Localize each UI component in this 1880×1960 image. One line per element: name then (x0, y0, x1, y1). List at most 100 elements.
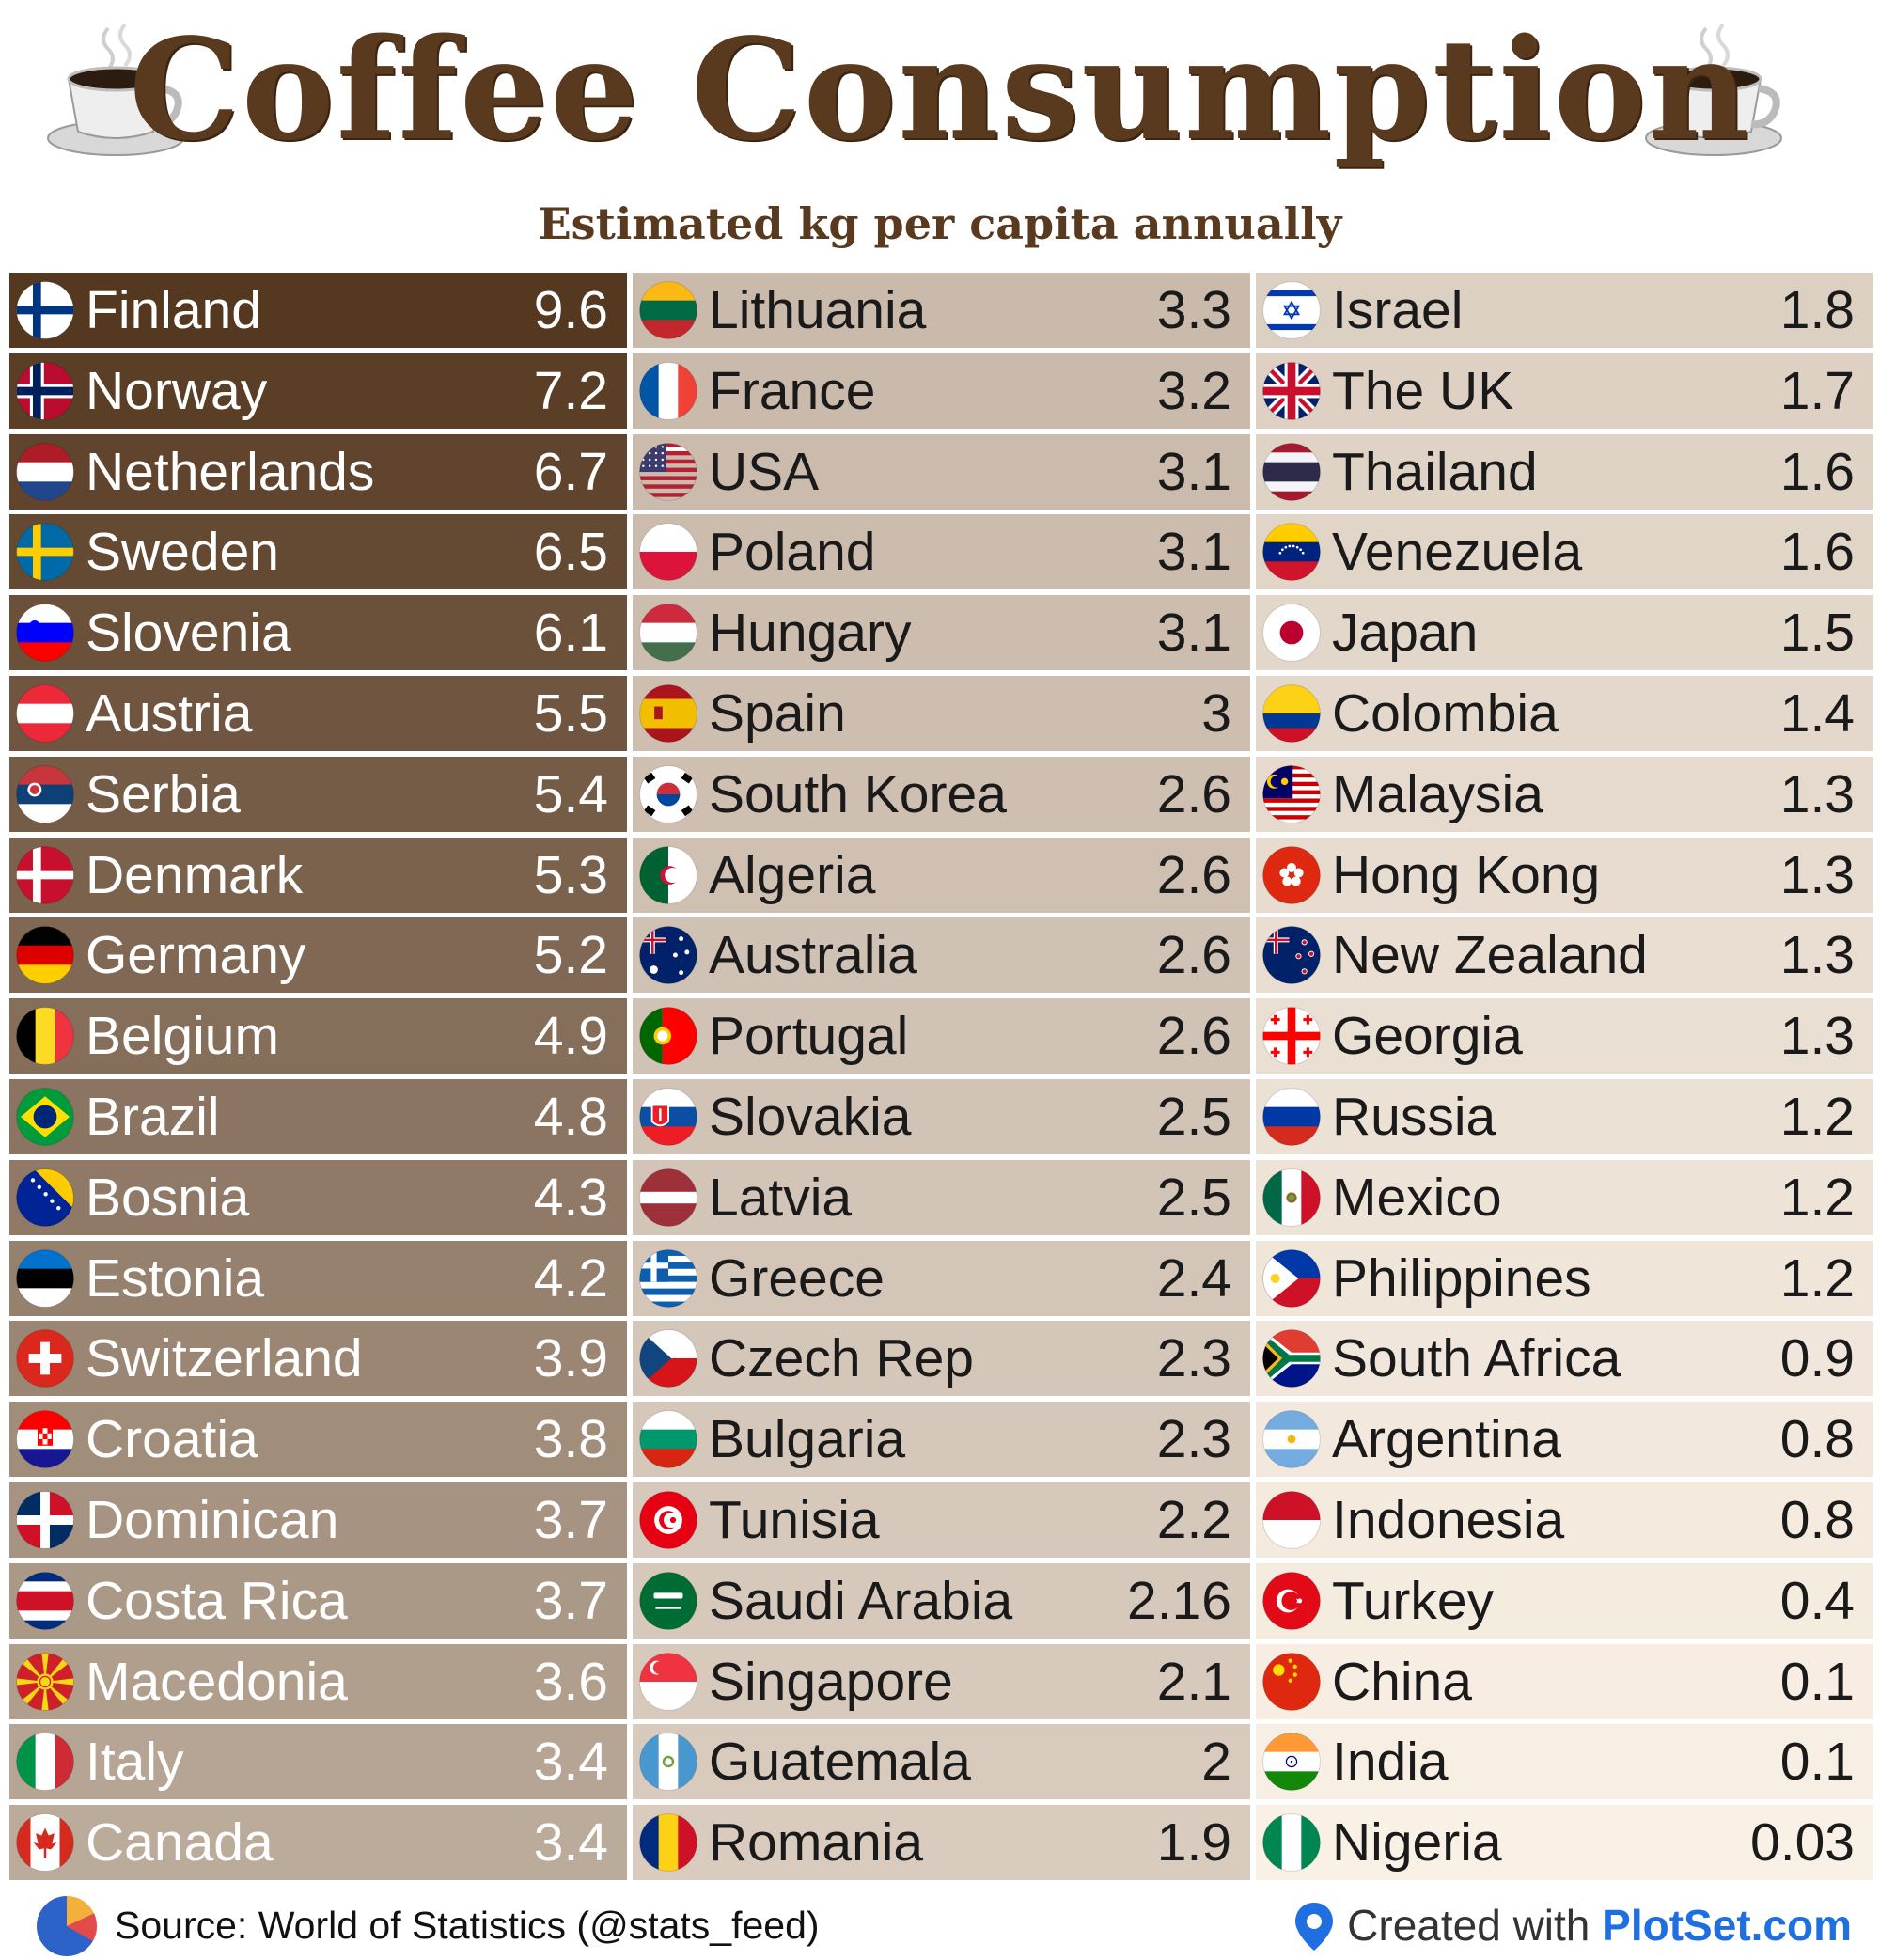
country-name: Georgia (1332, 1006, 1523, 1067)
country-name: USA (709, 441, 820, 502)
country-name: Netherlands (86, 441, 375, 502)
footer: Source: World of Statistics (@stats_feed… (0, 1889, 1880, 1958)
consumption-value: 2.1 (1156, 1651, 1231, 1712)
table-row: Latvia 2.5 (633, 1159, 1250, 1235)
country-name: China (1332, 1651, 1472, 1712)
india-flag-icon (1262, 1733, 1321, 1792)
australia-flag-icon (639, 926, 697, 985)
table-row: Israel 1.8 (1256, 273, 1873, 348)
table-row: Guatemala 2 (633, 1724, 1250, 1800)
consumption-value: 3.1 (1156, 522, 1231, 583)
country-name: Guatemala (709, 1732, 971, 1793)
country-name: Canada (86, 1812, 274, 1874)
consumption-value: 0.1 (1779, 1651, 1855, 1712)
table-row: South Africa 0.9 (1256, 1321, 1873, 1397)
country-name: Indonesia (1332, 1490, 1565, 1550)
consumption-value: 3.7 (533, 1490, 608, 1550)
credit-text[interactable]: Created with PlotSet.com (1347, 1897, 1852, 1953)
country-name: Croatia (86, 1409, 258, 1470)
table-row: Sweden 6.5 (9, 514, 627, 590)
table-row: Georgia 1.3 (1256, 998, 1873, 1074)
consumption-value: 6.5 (533, 522, 608, 583)
philippines-flag-icon (1262, 1248, 1321, 1308)
table-row: Malaysia 1.3 (1256, 756, 1873, 832)
table-row: Bulgaria 2.3 (633, 1402, 1250, 1478)
consumption-value: 1.3 (1779, 925, 1855, 986)
serbia-flag-icon (16, 764, 74, 823)
coffee-cup-icon (47, 23, 184, 156)
germany-flag-icon (16, 926, 74, 985)
country-name: Sweden (86, 522, 279, 583)
country-name: Colombia (1332, 683, 1559, 744)
country-name: Belgium (86, 1006, 279, 1067)
table-row: Argentina 0.8 (1256, 1402, 1873, 1478)
israel-flag-icon (1262, 281, 1321, 339)
indonesia-flag-icon (1262, 1491, 1321, 1549)
country-name: South Korea (709, 763, 1007, 824)
country-name: France (709, 360, 876, 421)
table-row: Poland 3.1 (633, 514, 1250, 590)
consumption-value: 0.03 (1750, 1812, 1855, 1874)
consumption-value: 0.1 (1779, 1732, 1855, 1793)
consumption-value: 4.3 (533, 1167, 608, 1228)
table-row: Singapore 2.1 (633, 1643, 1250, 1719)
country-name: India (1332, 1732, 1449, 1793)
plotset-link[interactable]: PlotSet.com (1602, 1901, 1852, 1950)
location-pin-icon (1295, 1903, 1333, 1951)
chart-title: Coffee Consumption (129, 8, 1751, 171)
singapore-flag-icon (639, 1652, 697, 1711)
ranking-table: Finland 9.6 Norway 7.2 Netherlands 6.7 Sweden 6… (9, 273, 1873, 1887)
consumption-value: 0.4 (1779, 1570, 1855, 1631)
consumption-value: 3 (1201, 683, 1231, 744)
table-row: Denmark 5.3 (9, 837, 627, 913)
colombia-flag-icon (1262, 684, 1321, 743)
country-name: Malaysia (1332, 763, 1543, 824)
estonia-flag-icon (16, 1248, 74, 1308)
consumption-value: 9.6 (533, 280, 608, 340)
consumption-value: 2 (1201, 1732, 1231, 1793)
bosnia-flag-icon (16, 1168, 74, 1227)
table-row: Mexico 1.2 (1256, 1159, 1873, 1235)
country-name: Austria (86, 683, 253, 744)
romania-flag-icon (639, 1813, 697, 1873)
finland-flag-icon (16, 281, 74, 339)
coffee-cup-icon (1645, 23, 1782, 156)
table-row: Venezuela 1.6 (1256, 514, 1873, 590)
consumption-value: 1.6 (1779, 522, 1855, 583)
country-name: Germany (86, 925, 306, 986)
table-row: Netherlands 6.7 (9, 433, 627, 510)
country-name: Brazil (86, 1087, 220, 1147)
country-name: Serbia (86, 763, 241, 824)
austria-flag-icon (16, 684, 74, 743)
consumption-value: 0.9 (1779, 1328, 1855, 1389)
consumption-value: 3.6 (533, 1651, 608, 1712)
country-name: Mexico (1332, 1167, 1502, 1228)
table-row: Austria 5.5 (9, 676, 627, 751)
consumption-value: 2.4 (1156, 1247, 1231, 1309)
usa-flag-icon (639, 442, 697, 501)
country-name: Slovakia (709, 1087, 912, 1147)
table-row: China 0.1 (1256, 1643, 1873, 1719)
mexico-flag-icon (1262, 1168, 1321, 1227)
country-name: Costa Rica (86, 1570, 348, 1631)
consumption-value: 2.6 (1156, 763, 1231, 824)
georgia-flag-icon (1262, 1007, 1321, 1066)
consumption-value: 1.9 (1156, 1812, 1231, 1874)
portugal-flag-icon (639, 1007, 697, 1066)
argentina-flag-icon (1262, 1410, 1321, 1469)
latvia-flag-icon (639, 1168, 697, 1227)
consumption-value: 3.2 (1156, 360, 1231, 421)
country-name: Slovenia (86, 603, 291, 664)
table-row: Portugal 2.6 (633, 998, 1250, 1074)
country-name: Algeria (709, 844, 876, 905)
denmark-flag-icon (16, 845, 74, 904)
country-name: Estonia (86, 1247, 265, 1309)
country-name: Hungary (709, 603, 912, 664)
consumption-value: 2.3 (1156, 1409, 1231, 1470)
country-name: Argentina (1332, 1409, 1562, 1470)
consumption-value: 3.8 (533, 1409, 608, 1470)
czech-rep-flag-icon (639, 1329, 697, 1388)
consumption-value: 1.8 (1779, 280, 1855, 340)
south-africa-flag-icon (1262, 1329, 1321, 1388)
consumption-value: 5.2 (533, 925, 608, 986)
